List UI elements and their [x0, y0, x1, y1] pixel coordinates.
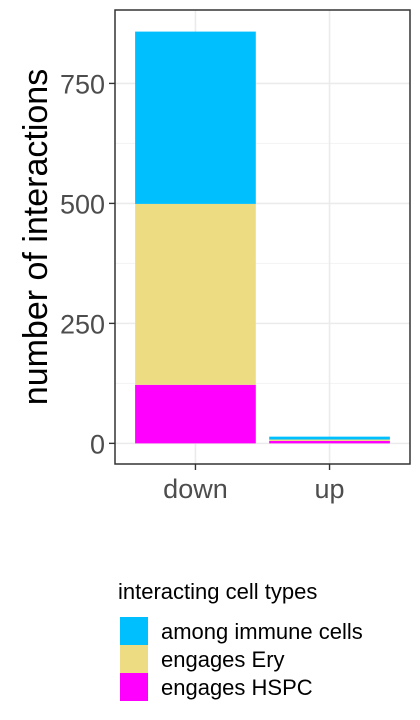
y-tick-label: 500	[60, 189, 105, 219]
y-axis-title: number of interactions	[17, 69, 55, 405]
x-tick-label: up	[315, 474, 345, 504]
legend-label: engages Ery	[161, 647, 285, 672]
legend-label: engages HSPC	[161, 675, 313, 700]
bar-segment	[269, 437, 390, 440]
legend-swatch	[120, 617, 148, 645]
y-tick-label: 750	[60, 69, 105, 99]
bar-segment	[269, 441, 390, 443]
y-tick-label: 250	[60, 309, 105, 339]
bars	[135, 32, 390, 444]
x-tick-label: down	[163, 474, 228, 504]
legend-title: interacting cell types	[118, 579, 317, 604]
bar-segment	[135, 204, 256, 385]
bar-segment	[269, 440, 390, 441]
y-tick-label: 0	[90, 429, 105, 459]
legend-label: among immune cells	[161, 619, 363, 644]
legend: interacting cell types among immune cell…	[118, 579, 363, 701]
legend-swatch	[120, 673, 148, 701]
bar-segment	[135, 385, 256, 444]
bar-segment	[135, 32, 256, 204]
legend-swatch	[120, 645, 148, 673]
